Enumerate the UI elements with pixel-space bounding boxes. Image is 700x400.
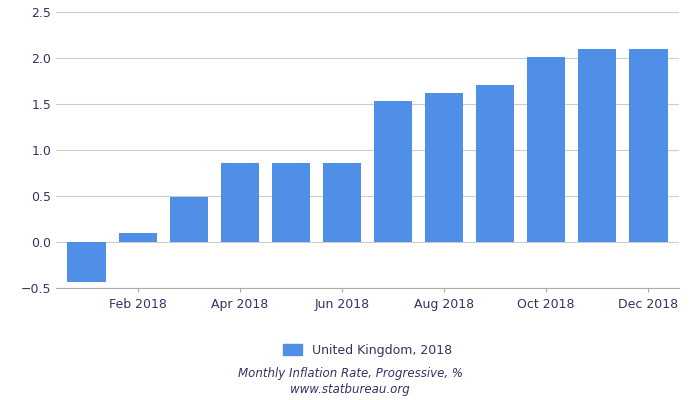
- Bar: [118, 233, 157, 242]
- Legend: United Kingdom, 2018: United Kingdom, 2018: [283, 344, 452, 357]
- Bar: [578, 49, 617, 242]
- Text: Monthly Inflation Rate, Progressive, %: Monthly Inflation Rate, Progressive, %: [237, 368, 463, 380]
- Bar: [272, 163, 310, 242]
- Text: www.statbureau.org: www.statbureau.org: [290, 384, 410, 396]
- Bar: [527, 57, 566, 242]
- Bar: [67, 242, 106, 282]
- Bar: [425, 93, 463, 242]
- Bar: [476, 85, 514, 242]
- Bar: [323, 163, 361, 242]
- Bar: [374, 101, 412, 242]
- Bar: [629, 49, 668, 242]
- Bar: [169, 197, 208, 242]
- Bar: [220, 163, 259, 242]
